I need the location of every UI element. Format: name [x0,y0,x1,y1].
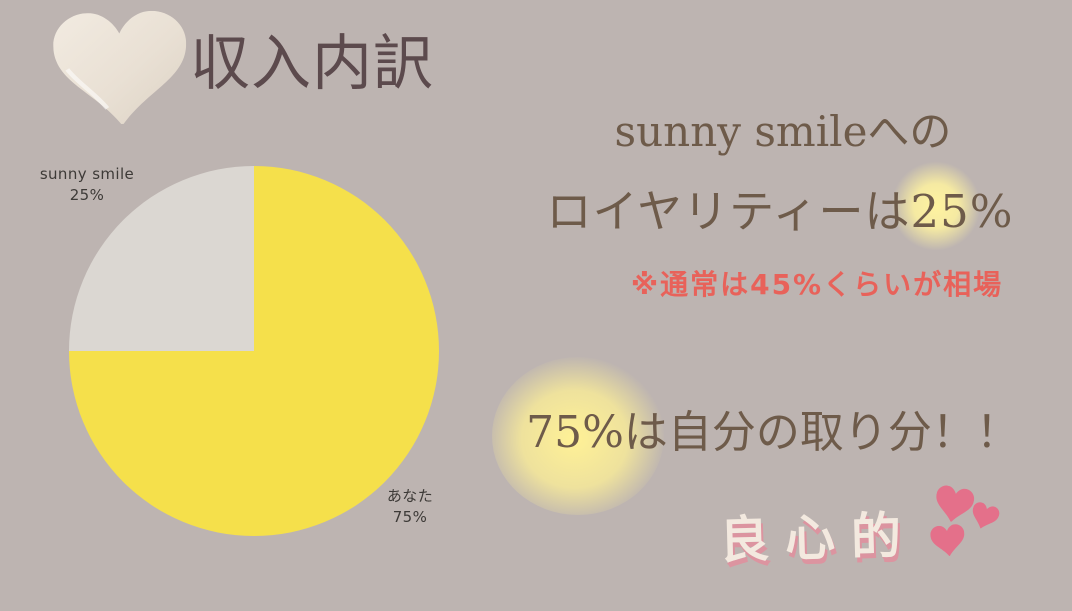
heart-icon [936,485,975,523]
royalty-heading-line2: ロイヤリティーは25% [546,185,1014,238]
heart-icon [972,502,1000,529]
pie-label-anata-value: 75% [392,508,428,526]
pie-label-anata-name: あなた [386,487,434,505]
market-rate-note: ※通常は45%くらいが相場 [630,268,1004,301]
royalty-heading-line1: sunny smileへの [614,107,952,156]
pink-hearts-cluster [925,485,1007,573]
pie-label-sunny-smile-value: 25% [69,186,105,204]
own-share-line: 75%は自分の取り分！！ [526,407,1020,458]
page-title: 収入内訳 [190,29,434,99]
stamp-ryoshinteki: 良心的 [718,506,918,570]
pie-chart [69,166,439,536]
pie-label-sunny-smile: sunny smile 25% [26,164,148,206]
paper-heart-icon [52,10,189,127]
heart-icon [930,524,965,557]
pie-label-anata: あなた 75% [349,486,471,528]
pie-label-sunny-smile-name: sunny smile [39,165,135,183]
